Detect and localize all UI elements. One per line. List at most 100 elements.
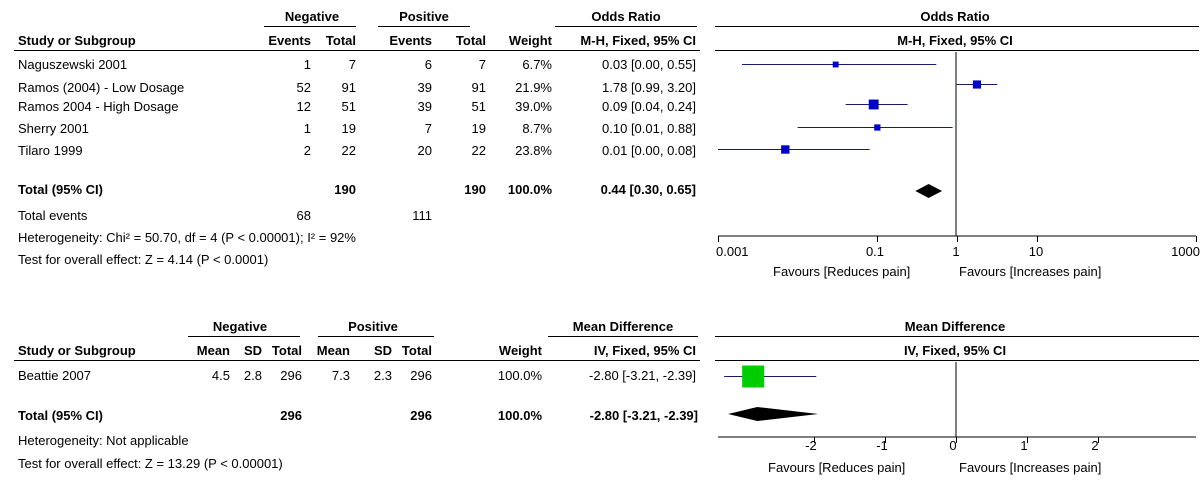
heterogeneity: Heterogeneity: Not applicable bbox=[18, 433, 189, 448]
pos-total: 19 bbox=[471, 121, 486, 136]
neg-events: 1 bbox=[303, 121, 311, 136]
effect-ci: 1.78 [0.99, 3.20] bbox=[602, 80, 696, 95]
col-header-study: Study or Subgroup bbox=[18, 343, 136, 358]
axis-tick-label: -2 bbox=[805, 438, 817, 453]
header-underline-plot bbox=[715, 26, 1199, 27]
neg-total: 19 bbox=[341, 121, 356, 136]
header-underline-positive bbox=[318, 336, 434, 337]
neg-events: 52 bbox=[296, 80, 311, 95]
group-header-positive: Positive bbox=[348, 319, 398, 334]
study-name: Ramos 2004 - High Dosage bbox=[18, 99, 179, 114]
table-header-rule bbox=[14, 50, 700, 51]
effect-header: Mean Difference bbox=[572, 319, 674, 334]
effect-marker bbox=[832, 61, 839, 68]
weight: 39.0% bbox=[515, 99, 552, 114]
weight: 100.0% bbox=[497, 408, 542, 423]
neg-total: 296 bbox=[280, 408, 302, 423]
effect-ci: -2.80 [-3.21, -2.39] bbox=[589, 368, 696, 383]
axis-tick-label: 10 bbox=[1028, 244, 1044, 259]
pos-total: 22 bbox=[471, 143, 486, 158]
col-header-neg-mean: Mean bbox=[196, 343, 230, 358]
pos-total: 7 bbox=[478, 57, 486, 72]
group-header-negative: Negative bbox=[212, 319, 268, 334]
pooled-diamond bbox=[728, 407, 819, 421]
effect-ci: 0.01 [0.00, 0.08] bbox=[602, 143, 696, 158]
favours-left-label: Favours [Reduces pain] bbox=[773, 264, 911, 279]
weight: 21.9% bbox=[515, 80, 552, 95]
col-header-pos-sd: SD bbox=[373, 343, 392, 358]
pos-events: 39 bbox=[417, 80, 432, 95]
col-header-neg-total: Total bbox=[271, 343, 302, 358]
neg-total: 91 bbox=[341, 80, 356, 95]
neg-total: 7 bbox=[348, 57, 356, 72]
plot-header-rule bbox=[715, 360, 1199, 361]
group-header-positive: Positive bbox=[399, 9, 449, 24]
pos-total: 190 bbox=[464, 182, 486, 197]
study-name: Naguszewski 2001 bbox=[18, 57, 128, 72]
favours-right-label: Favours [Increases pain] bbox=[959, 264, 1102, 279]
study-name: Tilaro 1999 bbox=[18, 143, 83, 158]
pos-events: 111 bbox=[412, 208, 432, 223]
neg-total: 296 bbox=[280, 368, 302, 383]
axis-tick-label: 1 bbox=[952, 244, 960, 259]
weight: 100.0% bbox=[497, 368, 542, 383]
neg-sd: 2.8 bbox=[243, 368, 262, 383]
favours-right-label: Favours [Increases pain] bbox=[959, 460, 1102, 475]
axis-tick-label: 0 bbox=[949, 438, 957, 453]
pos-events: 39 bbox=[417, 99, 432, 114]
pos-events: 6 bbox=[424, 57, 432, 72]
plot-subheader: M-H, Fixed, 95% CI bbox=[897, 33, 1013, 48]
col-header-study: Study or Subgroup bbox=[18, 33, 136, 48]
axis-tick-label: 2 bbox=[1091, 438, 1099, 453]
weight: 8.7% bbox=[522, 121, 552, 136]
header-underline-positive bbox=[378, 26, 470, 27]
effect-marker bbox=[972, 80, 982, 89]
heterogeneity: Heterogeneity: Chi² = 50.70, df = 4 (P <… bbox=[18, 230, 356, 245]
effect-ci: 0.03 [0.00, 0.55] bbox=[602, 57, 696, 72]
pos-events: 7 bbox=[424, 121, 432, 136]
neg-total: 51 bbox=[341, 99, 356, 114]
plot-subheader: IV, Fixed, 95% CI bbox=[903, 343, 1007, 358]
pos-mean: 7.3 bbox=[331, 368, 350, 383]
col-header-ci: M-H, Fixed, 95% CI bbox=[580, 33, 696, 48]
axis-tick-label: 0.1 bbox=[865, 244, 885, 259]
pos-sd: 2.3 bbox=[373, 368, 392, 383]
weight: 100.0% bbox=[507, 182, 552, 197]
neg-events: 2 bbox=[303, 143, 311, 158]
col-header-neg-total: Total bbox=[325, 33, 356, 48]
axis-tick-label: 0.001 bbox=[716, 244, 749, 259]
favours-left-label: Favours [Reduces pain] bbox=[768, 460, 906, 475]
pooled-diamond bbox=[915, 184, 943, 198]
overall-effect: Test for overall effect: Z = 4.14 (P < 0… bbox=[18, 252, 269, 267]
total-label: Total (95% CI) bbox=[18, 182, 103, 197]
col-header-neg-sd: SD bbox=[243, 343, 262, 358]
pos-total: 296 bbox=[410, 408, 432, 423]
col-header-ci: IV, Fixed, 95% CI bbox=[593, 343, 696, 358]
effect-ci: 0.44 [0.30, 0.65] bbox=[600, 182, 696, 197]
header-underline-effect bbox=[555, 26, 697, 27]
axis-tick-label: -1 bbox=[876, 438, 888, 453]
plot-header: Mean Difference bbox=[904, 319, 1006, 334]
neg-total: 22 bbox=[341, 143, 356, 158]
total-label: Total (95% CI) bbox=[18, 408, 103, 423]
axis-tick-label: 1 bbox=[1020, 438, 1028, 453]
pos-events: 20 bbox=[417, 143, 432, 158]
col-header-pos-mean: Mean bbox=[316, 343, 350, 358]
group-header-negative: Negative bbox=[284, 9, 340, 24]
weight: 6.7% bbox=[522, 57, 552, 72]
table-header-rule bbox=[14, 360, 700, 361]
header-underline-negative bbox=[264, 26, 356, 27]
total-events-label: Total events bbox=[18, 208, 88, 223]
neg-events: 1 bbox=[303, 57, 311, 72]
neg-events: 12 bbox=[296, 99, 311, 114]
neg-events: 68 bbox=[296, 208, 311, 223]
plot-header: Odds Ratio bbox=[920, 9, 990, 24]
header-underline-plot bbox=[715, 336, 1199, 337]
neg-mean: 4.5 bbox=[211, 368, 230, 383]
pos-total: 51 bbox=[471, 99, 486, 114]
effect-header: Odds Ratio bbox=[591, 9, 661, 24]
weight: 23.8% bbox=[515, 143, 552, 158]
header-underline-effect bbox=[548, 336, 698, 337]
plot-header-rule bbox=[715, 50, 1199, 51]
